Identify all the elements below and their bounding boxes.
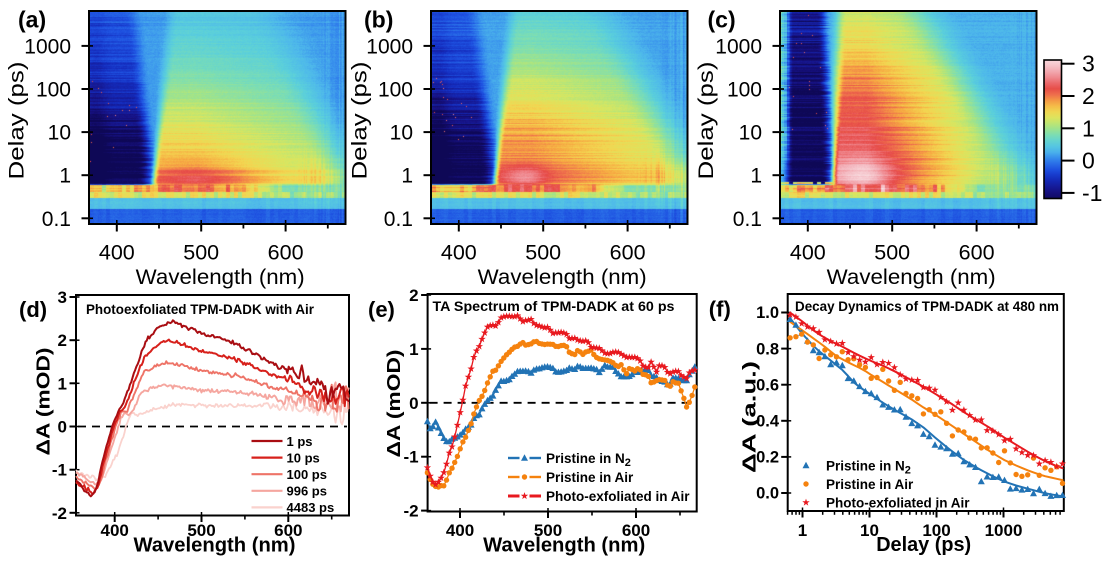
svg-text:3: 3 (1082, 51, 1095, 77)
svg-text:1: 1 (798, 521, 807, 540)
svg-text:1: 1 (409, 340, 418, 359)
svg-text:(e): (e) (368, 297, 395, 322)
svg-text:2: 2 (409, 286, 418, 305)
svg-text:400: 400 (446, 521, 474, 540)
svg-text:-2: -2 (403, 502, 418, 521)
svg-text:ΔA (mOD): ΔA (mOD) (384, 349, 404, 457)
svg-text:-2: -2 (52, 504, 67, 523)
svg-text:1: 1 (59, 165, 71, 188)
svg-text:-1: -1 (403, 448, 418, 467)
svg-text:1 ps: 1 ps (287, 434, 313, 449)
svg-text:2: 2 (1082, 83, 1095, 109)
svg-text:0.4: 0.4 (756, 413, 780, 431)
svg-text:100: 100 (922, 521, 950, 540)
svg-text:(a): (a) (18, 7, 46, 33)
svg-text:100: 100 (378, 79, 413, 102)
svg-text:100 ps: 100 ps (287, 467, 327, 482)
svg-text:0.2: 0.2 (756, 449, 779, 467)
svg-text:(b): (b) (364, 7, 393, 33)
svg-text:Wavelength (nm): Wavelength (nm) (136, 266, 305, 289)
svg-text:400: 400 (101, 521, 129, 540)
svg-text:(f): (f) (709, 297, 731, 322)
svg-text:0.6: 0.6 (756, 376, 779, 394)
svg-text:10: 10 (860, 521, 879, 540)
svg-text:Photo-exfoliated in Air: Photo-exfoliated in Air (546, 489, 690, 504)
svg-text:10: 10 (390, 122, 413, 145)
svg-text:1.0: 1.0 (756, 304, 779, 322)
svg-text:Wavelength (nm): Wavelength (nm) (483, 535, 645, 557)
svg-text:500: 500 (874, 241, 910, 265)
svg-text:3: 3 (58, 288, 67, 307)
svg-text:-1: -1 (1082, 180, 1102, 206)
svg-text:2: 2 (58, 331, 67, 350)
svg-text:-1: -1 (52, 461, 67, 480)
svg-text:Delay (ps): Delay (ps) (6, 62, 29, 180)
svg-text:Decay Dynamics of TPM-DADK at: Decay Dynamics of TPM-DADK at 480 nm (795, 298, 1059, 314)
svg-text:Pristine in Air: Pristine in Air (826, 477, 914, 492)
svg-text:0: 0 (58, 418, 67, 437)
svg-text:0.1: 0.1 (384, 208, 413, 231)
svg-text:10 ps: 10 ps (287, 450, 320, 465)
svg-text:1: 1 (750, 165, 762, 188)
svg-text:0.1: 0.1 (733, 208, 762, 231)
svg-text:996 ps: 996 ps (287, 484, 327, 499)
svg-text:Photoexfoliated TPM-DADK with: Photoexfoliated TPM-DADK with Air (86, 301, 315, 317)
svg-text:ΔA (mOD): ΔA (mOD) (34, 347, 54, 455)
svg-text:Wavelength (nm): Wavelength (nm) (134, 535, 296, 557)
svg-text:1: 1 (58, 374, 67, 393)
svg-text:600: 600 (268, 241, 304, 265)
svg-text:0.1: 0.1 (42, 208, 71, 231)
svg-text:10: 10 (739, 122, 762, 145)
svg-text:500: 500 (187, 521, 215, 540)
svg-text:Pristine in N2: Pristine in N2 (546, 451, 631, 469)
svg-text:10: 10 (48, 122, 71, 145)
svg-text:Delay (ps): Delay (ps) (695, 62, 718, 180)
svg-text:0.8: 0.8 (756, 340, 779, 358)
svg-text:500: 500 (525, 241, 561, 265)
svg-text:1: 1 (1082, 115, 1095, 141)
svg-text:Photo-exfoliated in Air: Photo-exfoliated in Air (826, 495, 970, 510)
svg-text:400: 400 (441, 241, 477, 265)
svg-text:100: 100 (36, 79, 71, 102)
svg-text:500: 500 (534, 521, 562, 540)
svg-text:600: 600 (959, 241, 995, 265)
svg-text:Delay (ps): Delay (ps) (876, 534, 971, 556)
svg-text:400: 400 (790, 241, 826, 265)
svg-text:600: 600 (274, 521, 302, 540)
svg-text:Wavelength (nm): Wavelength (nm) (827, 266, 996, 289)
svg-text:1000: 1000 (985, 521, 1023, 540)
svg-text:1: 1 (401, 165, 413, 188)
svg-text:600: 600 (622, 521, 650, 540)
svg-text:Pristine in N2: Pristine in N2 (826, 458, 911, 476)
svg-text:1000: 1000 (24, 35, 71, 58)
svg-text:ΔA (a.u.): ΔA (a.u.) (739, 361, 759, 473)
svg-text:0.0: 0.0 (756, 485, 779, 503)
svg-text:(c): (c) (708, 7, 736, 33)
svg-text:100: 100 (727, 79, 762, 102)
svg-text:500: 500 (183, 241, 219, 265)
svg-text:0: 0 (409, 394, 418, 413)
svg-text:0: 0 (1082, 148, 1095, 174)
svg-text:4483 ps: 4483 ps (287, 500, 335, 515)
svg-text:(d): (d) (19, 297, 47, 322)
svg-text:1000: 1000 (366, 35, 413, 58)
svg-text:TA Spectrum of TPM-DADK at 60: TA Spectrum of TPM-DADK at 60 ps (433, 298, 675, 314)
svg-text:600: 600 (610, 241, 646, 265)
svg-text:400: 400 (99, 241, 135, 265)
svg-text:Pristine in Air: Pristine in Air (546, 470, 634, 485)
svg-text:Wavelength (nm): Wavelength (nm) (478, 266, 647, 289)
svg-text:Delay (ps): Delay (ps) (349, 62, 372, 180)
svg-text:1000: 1000 (715, 35, 762, 58)
